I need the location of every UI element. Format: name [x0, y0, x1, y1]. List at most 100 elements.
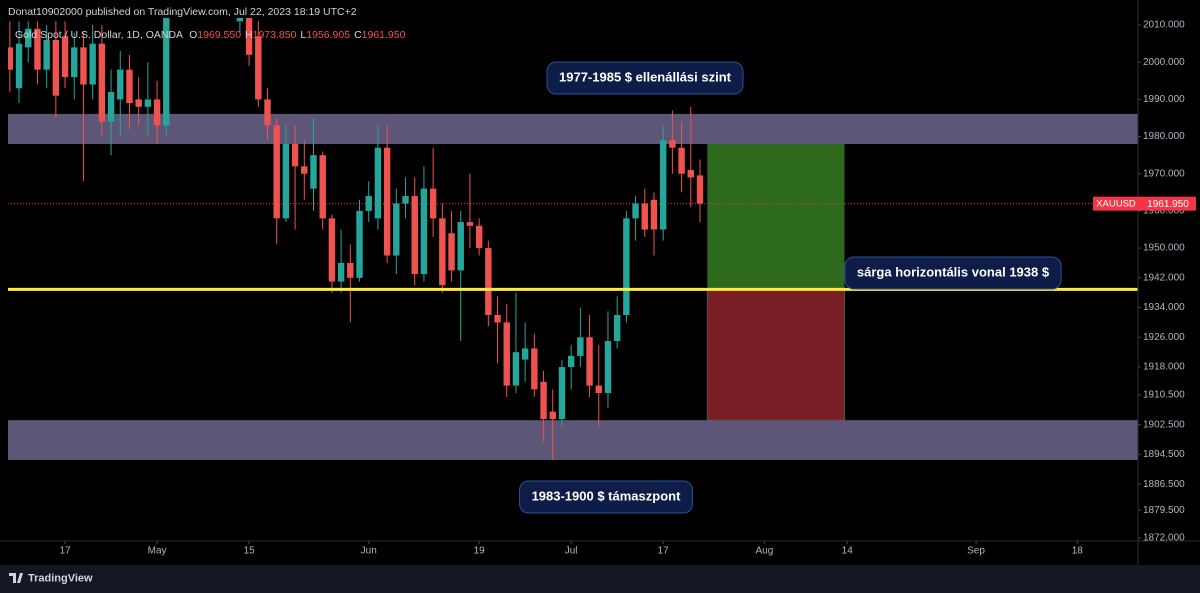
ohlc-key: O	[189, 29, 197, 41]
candle-body	[273, 125, 280, 219]
x-tick-label: Jul	[565, 546, 578, 557]
candle-body	[236, 18, 244, 22]
candle-body	[337, 262, 345, 282]
candle-body	[678, 147, 685, 174]
candle-body	[301, 166, 308, 174]
candle-body	[117, 69, 124, 100]
loss-area	[706, 288, 845, 421]
y-tick-label: 1934.000	[1143, 302, 1185, 313]
y-tick-label: 2000.000	[1143, 57, 1185, 68]
candle-body	[356, 210, 363, 278]
x-tick-label: Sep	[967, 546, 985, 557]
candle-body	[255, 36, 262, 100]
ohlc-value: 1969.550	[197, 29, 241, 41]
symbol-name: Gold Spot / U.S. Dollar, 1D, OANDA	[15, 29, 183, 41]
ohlc-key: C	[354, 29, 362, 41]
candle-body	[34, 28, 41, 70]
callout: 1983-1900 $ támaszpont	[519, 480, 693, 514]
y-tick-label: 1950.000	[1143, 243, 1185, 254]
callout-text: 1977-1985 $ ellenállási szint	[559, 69, 732, 84]
ohlc-value: 1956.905	[306, 29, 350, 41]
candle-body	[264, 99, 271, 126]
candle-body	[595, 385, 602, 394]
ohlc-value: 1961.950	[362, 29, 406, 41]
candle-body	[558, 367, 566, 420]
candle-body	[61, 36, 69, 78]
candle-body	[126, 69, 133, 104]
callout-box	[519, 480, 693, 514]
y-tick-label: 1902.500	[1143, 419, 1185, 430]
candle-body	[15, 43, 23, 89]
candle-body	[163, 18, 170, 126]
profit-area	[707, 144, 845, 290]
ohlc-key: L	[300, 29, 306, 41]
candle-body	[577, 337, 584, 356]
publisher-line: Donat10902000 published on TradingView.c…	[8, 6, 357, 18]
candle-body	[613, 314, 621, 342]
candle-body	[282, 144, 290, 219]
candle-body	[25, 28, 32, 48]
axes: 2010.000 2000.000 1990.000 1980.000 1970.000…	[59, 20, 1196, 557]
candle-body	[80, 47, 87, 85]
candle-body	[393, 203, 400, 256]
symbol-legend: Gold Spot / U.S. Dollar, 1D, OANDA O1969.…	[15, 29, 406, 41]
candle-body	[503, 322, 510, 386]
candle-body	[328, 218, 336, 282]
x-tick-label: 17	[658, 546, 670, 557]
callout: sárga horizontális vonal 1938 $	[844, 256, 1062, 290]
candle-body	[310, 155, 317, 189]
plot-area	[8, 18, 1138, 460]
candle-body	[89, 43, 96, 85]
candle-body	[687, 170, 694, 178]
footer-bar	[0, 565, 1200, 593]
candle-body	[439, 218, 446, 286]
candle-body	[319, 155, 326, 219]
candle-body	[641, 203, 648, 230]
candle-body	[466, 222, 474, 226]
candle-body	[245, 18, 253, 55]
candle-body	[402, 196, 409, 204]
price-label-value-bg	[1140, 196, 1196, 211]
candle-body	[457, 222, 464, 271]
y-tick-label: 1894.500	[1143, 449, 1185, 460]
candle-body	[696, 175, 704, 204]
candle-body	[98, 43, 106, 122]
candle-body	[512, 352, 520, 386]
candle-body	[383, 147, 391, 256]
tradingview-logo	[9, 573, 23, 583]
callout: 1977-1985 $ ellenállási szint	[546, 61, 744, 95]
x-tick-label: May	[148, 546, 167, 557]
callout-text: sárga horizontális vonal 1938 $	[857, 264, 1050, 279]
candle-body	[623, 218, 630, 315]
x-tick-label: 15	[244, 546, 256, 557]
ohlc-key: H	[245, 29, 253, 41]
y-tick-label: 1872.000	[1143, 533, 1185, 544]
callout-box	[546, 61, 744, 95]
brand: TradingView	[28, 572, 93, 584]
y-tick-label: 2010.000	[1143, 20, 1185, 31]
x-tick-label: 17	[59, 546, 71, 557]
y-tick-label: 1886.500	[1143, 479, 1185, 490]
candle-body	[632, 203, 639, 219]
candle-body	[485, 248, 492, 315]
candle-body	[347, 262, 354, 278]
candle-body	[659, 140, 667, 230]
y-tick-label: 1918.000	[1143, 362, 1185, 373]
y-tick-label: 1960.000	[1143, 206, 1185, 217]
price-label-symbol: XAUUSD	[1096, 199, 1136, 210]
candle-body	[669, 140, 676, 148]
candle-body	[144, 99, 152, 107]
x-tick-label: 19	[474, 546, 486, 557]
zone	[8, 420, 1138, 460]
callout-box	[844, 256, 1062, 290]
candle-body	[43, 39, 50, 70]
y-tick-label: 1990.000	[1143, 94, 1185, 105]
candle-body	[107, 91, 115, 122]
candle-body	[604, 341, 612, 394]
candle-body	[549, 411, 556, 420]
candle-body	[521, 348, 529, 360]
y-tick-label: 1980.000	[1143, 131, 1185, 142]
candle-body	[540, 381, 547, 420]
candle-body	[71, 47, 78, 78]
price-label-value: 1961.950	[1147, 199, 1189, 210]
